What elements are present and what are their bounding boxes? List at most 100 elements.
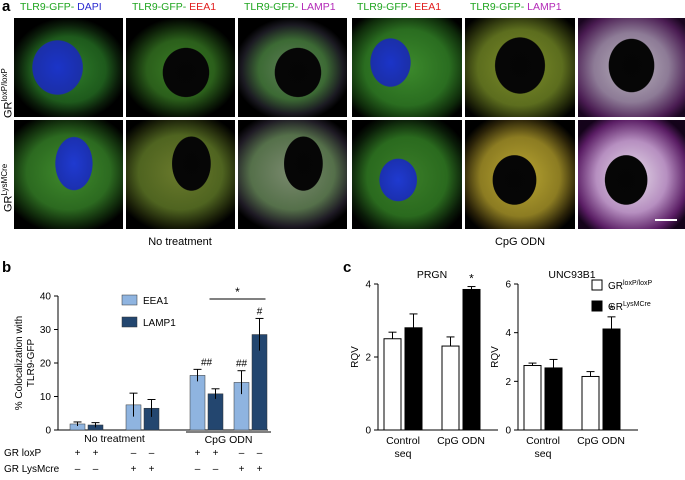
channel-label-marker: EEA1 <box>186 1 217 13</box>
genotype-mark: + <box>239 464 245 475</box>
channel-label-1: TLR9-GFP- EEA1 <box>132 1 216 13</box>
panel-b-chart: 0 10 20 30 40 % Colocalization withTLR9-GFP EE… <box>4 285 271 475</box>
y-tick-label: 2 <box>505 377 511 388</box>
y-tick-label: 40 <box>40 292 52 303</box>
group-label-cpg: CpG ODN <box>205 434 253 446</box>
genotype-mark: + <box>93 448 99 459</box>
genotype-mark: – <box>149 448 155 459</box>
y-axis-label: % Colocalization withTLR9-GFP <box>14 316 37 411</box>
micrograph-lysm-cpg-eea1 <box>465 120 575 229</box>
y-tick-label: 2 <box>365 353 371 364</box>
category-label: seq <box>535 448 552 460</box>
bar-lamp1-2 <box>207 393 224 431</box>
genotype-mark: + <box>131 464 137 475</box>
channel-label-green: TLR9-GFP- <box>470 1 525 13</box>
channel-label-2: TLR9-GFP- LAMP1 <box>244 1 336 13</box>
panel-b-letter: b <box>2 259 12 276</box>
y-tick-label: 0 <box>45 426 51 437</box>
legend-swatch-lamp1 <box>121 316 138 328</box>
channel-label-marker: EEA1 <box>411 1 442 13</box>
micrograph-loxp-cpg-dapi <box>352 18 462 117</box>
legend-swatch-0 <box>591 279 603 291</box>
bar-eea1-2 <box>189 375 206 431</box>
y-tick-label: 10 <box>40 392 52 403</box>
genotype-mark: – <box>257 448 263 459</box>
bar-1-1-0 <box>581 375 600 431</box>
channel-label-4: TLR9-GFP- LAMP1 <box>470 1 562 13</box>
genotype-mark: + <box>195 448 201 459</box>
category-label: Control <box>386 435 420 447</box>
bar-0-1-0 <box>441 345 460 431</box>
panel-c-letter: c <box>343 259 352 276</box>
chart-title: PRGN <box>417 269 447 281</box>
annotation-hash: ## <box>201 357 213 368</box>
genotype-mark: + <box>213 448 219 459</box>
chart-title: UNC93B1 <box>548 269 595 281</box>
y-tick-label: 6 <box>505 280 511 291</box>
category-label: CpG ODN <box>577 435 625 447</box>
micrograph-loxp-untreated-dapi <box>14 18 123 117</box>
micrograph-lysm-cpg-lamp1 <box>578 120 685 229</box>
legend-swatch-1 <box>591 300 603 312</box>
genotype-mark: – <box>213 464 219 475</box>
row-label-lysmcre: GRLysMCre <box>0 163 15 212</box>
channel-label-green: TLR9-GFP- <box>244 1 299 13</box>
genotype-mark: – <box>93 464 99 475</box>
category-label: seq <box>395 448 412 460</box>
genotype-row-label: GR LysMcre <box>4 464 60 475</box>
bar-0-1-1 <box>462 288 481 431</box>
channel-label-marker: LAMP1 <box>524 1 562 13</box>
category-label: Control <box>526 435 560 447</box>
genotype-mark: – <box>75 464 81 475</box>
annotation-hash: ## <box>236 359 248 370</box>
legend-label-eea1: EEA1 <box>143 296 169 307</box>
genotype-mark: – <box>195 464 201 475</box>
micrograph-loxp-untreated-lamp1 <box>238 18 347 117</box>
y-tick-label: 30 <box>40 325 52 336</box>
micrograph-loxp-cpg-eea1 <box>465 18 575 117</box>
annotation-star: * <box>609 302 614 316</box>
channel-label-green: TLR9-GFP- <box>357 1 412 13</box>
genotype-row-label: GR loxP <box>4 448 42 459</box>
y-tick-label: 4 <box>505 328 511 339</box>
legend-label-lamp1: LAMP1 <box>143 318 176 329</box>
bar-1-0-1 <box>544 367 563 431</box>
genotype-mark: + <box>75 448 81 459</box>
legend-label-1: GRLysMCre <box>608 301 651 313</box>
treatment-label-cpg: CpG ODN <box>494 236 546 248</box>
y-tick-label: 0 <box>505 426 511 437</box>
micrograph-lysm-untreated-eea1 <box>126 120 235 229</box>
channel-label-0: TLR9-GFP- DAPI <box>20 1 102 13</box>
panel-a-letter: a <box>2 0 11 15</box>
annotation-hash: # <box>257 306 263 317</box>
genotype-mark: + <box>257 464 263 475</box>
channel-label-marker: LAMP1 <box>298 1 336 13</box>
channel-label-green: TLR9-GFP- <box>20 1 75 13</box>
bar-0-0-1 <box>404 327 423 431</box>
micrograph-lysm-cpg-dapi <box>352 120 462 229</box>
genotype-mark: – <box>239 448 245 459</box>
genotype-mark: + <box>149 464 155 475</box>
bar-1-1-1 <box>602 328 621 431</box>
treatment-label-untreated: No treatment <box>148 236 212 248</box>
channel-label-3: TLR9-GFP- EEA1 <box>357 1 441 13</box>
y-axis-label: RQV <box>350 346 361 368</box>
bar-1-0-0 <box>523 365 542 431</box>
genotype-mark: – <box>131 448 137 459</box>
annotation-star: * <box>469 272 474 286</box>
y-tick-label: 4 <box>365 280 371 291</box>
category-label: CpG ODN <box>437 435 485 447</box>
channel-label-green: TLR9-GFP- <box>132 1 187 13</box>
legend-swatch-eea1 <box>121 294 138 306</box>
bar-0-0-0 <box>383 338 402 431</box>
micrograph-loxp-cpg-lamp1 <box>578 18 685 117</box>
micrograph-lysm-untreated-lamp1 <box>238 120 347 229</box>
channel-label-marker: DAPI <box>74 1 102 13</box>
row-label-loxp: GRloxP/loxP <box>0 68 15 118</box>
y-axis-label: RQV <box>490 346 501 368</box>
legend-label-0: GRloxP/loxP <box>608 280 653 292</box>
y-tick-label: 0 <box>365 426 371 437</box>
micrograph-lysm-untreated-dapi <box>14 120 123 229</box>
micrograph-loxp-untreated-eea1 <box>126 18 235 117</box>
